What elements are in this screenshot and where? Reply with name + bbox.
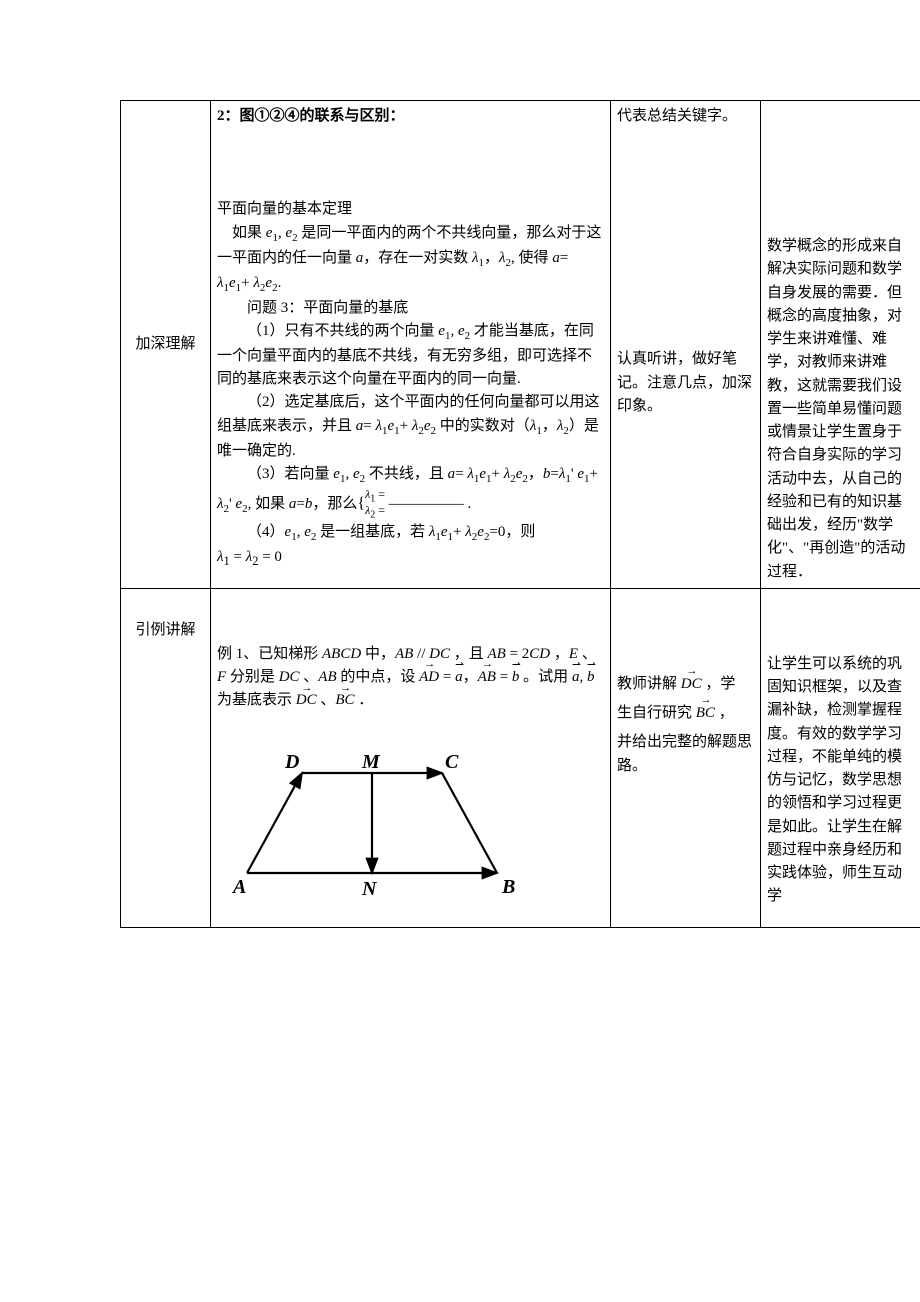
theorem-title: 平面向量的基本定理 <box>217 198 604 221</box>
spacer <box>617 593 754 673</box>
stage-cell-2: 引例讲解 <box>121 588 211 927</box>
stage-label: 引例讲解 <box>135 622 195 638</box>
q3-item3: （3）若向量 e1, e2 不共线，且 a= λ1e1+ λ2e2，b=λ1' … <box>217 463 604 521</box>
theorem-body: 如果 e1, e2 是同一平面内的两个不共线向量，那么对于这一平面内的任一向量 … <box>217 222 604 297</box>
trapezoid-diagram: A B C D M N <box>227 743 527 913</box>
content-cell-2: 例 1、已知梯形 ABCD 中，AB // DC ，且 AB = 2CD ，E … <box>211 588 611 927</box>
activity-cell-1: 代表总结关键字。 认真听讲，做好笔记。注意几点，加深印象。 <box>611 101 761 589</box>
content-heading: 2：图①②④的联系与区别： <box>217 105 604 128</box>
example-text: 例 1、已知梯形 ABCD 中，AB // DC ，且 AB = 2CD ，E … <box>217 643 604 713</box>
label-N: N <box>361 878 378 900</box>
spacer <box>217 713 604 733</box>
q3-title: 问题 3：平面向量的基底 <box>217 297 604 320</box>
q3-item4: （4）e1, e2 是一组基底，若 λ1e1+ λ2e2=0，则 <box>217 521 604 546</box>
q3-item1: （1）只有不共线的两个向量 e1, e2 才能当基底，在同一个向量平面内的基底不… <box>217 320 604 392</box>
label-C: C <box>445 751 459 773</box>
activity-line-c: 并给出完整的解题思路。 <box>617 731 754 778</box>
intent-text-2: 让学生可以系统的巩固知识框架，以及查漏补缺，检测掌握程度。有效的数学学习过程，不… <box>767 653 915 909</box>
content-cell-1: 2：图①②④的联系与区别： 平面向量的基本定理 如果 e1, e2 是同一平面内… <box>211 101 611 589</box>
q3-item2: （2）选定基底后，这个平面内的任何向量都可以用这组基底来表示，并且 a= λ1e… <box>217 391 604 463</box>
activity-line-b: 生自行研究 BC ， <box>617 702 754 725</box>
stage-label: 加深理解 <box>135 336 195 352</box>
stage-cell-1: 加深理解 <box>121 101 211 589</box>
label-M: M <box>361 751 381 773</box>
spacer <box>767 105 915 235</box>
activity-top: 代表总结关键字。 <box>617 105 754 128</box>
activity-mid: 认真听讲，做好笔记。注意几点，加深印象。 <box>617 348 754 418</box>
spacer <box>217 128 604 198</box>
q3-item4-eq: λ1 = λ2 = 0 <box>217 546 604 571</box>
document-page: 加深理解 2：图①②④的联系与区别： 平面向量的基本定理 如果 e1, e2 是… <box>0 0 920 1302</box>
activity-line-a: 教师讲解 DC ，学 <box>617 673 754 696</box>
label-A: A <box>231 876 246 898</box>
activity-cell-2: 教师讲解 DC ，学 生自行研究 BC ， 并给出完整的解题思路。 <box>611 588 761 927</box>
intent-cell-2: 让学生可以系统的巩固知识框架，以及查漏补缺，检测掌握程度。有效的数学学习过程，不… <box>761 588 920 927</box>
q3-title-text: 问题 3：平面向量的基底 <box>247 300 408 316</box>
spacer <box>217 593 604 643</box>
spacer <box>767 593 915 653</box>
label-B: B <box>501 876 515 898</box>
label-D: D <box>284 751 299 773</box>
intent-cell-1: 数学概念的形成来自解决实际问题和数学自身发展的需要．但概念的高度抽象，对学生来讲… <box>761 101 920 589</box>
lesson-table: 加深理解 2：图①②④的联系与区别： 平面向量的基本定理 如果 e1, e2 是… <box>120 100 920 928</box>
table-row: 引例讲解 例 1、已知梯形 ABCD 中，AB // DC ，且 AB = 2C… <box>121 588 920 927</box>
table-row: 加深理解 2：图①②④的联系与区别： 平面向量的基本定理 如果 e1, e2 是… <box>121 101 920 589</box>
spacer <box>617 128 754 348</box>
intent-text-1: 数学概念的形成来自解决实际问题和数学自身发展的需要．但概念的高度抽象，对学生来讲… <box>767 235 915 584</box>
